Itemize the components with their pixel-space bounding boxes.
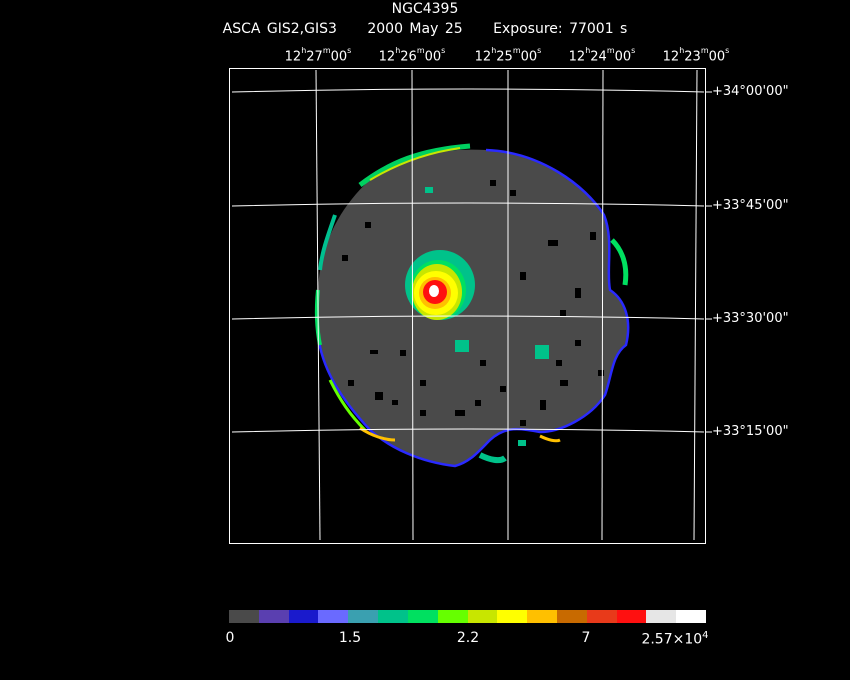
colorbar-swatch — [676, 610, 706, 623]
observation-date: 2000 May 25 — [367, 21, 463, 37]
ra-tick-label: 12h26m00s — [378, 46, 446, 65]
colorbar-swatch — [586, 610, 617, 623]
colorbar-swatch — [527, 610, 557, 623]
image-subtitle: ASCA GIS2,GIS3 2000 May 25 Exposure: 770… — [0, 21, 850, 37]
colorbar — [229, 610, 706, 623]
image-frame — [229, 68, 706, 544]
colorbar-swatch — [348, 610, 379, 623]
colorbar-label: 2.2 — [456, 630, 480, 646]
detector-rim — [316, 148, 630, 468]
coordinate-grid — [231, 69, 705, 541]
colorbar-label: 1.5 — [338, 630, 362, 646]
colorbar-swatch — [437, 610, 468, 623]
exposure-label: Exposure: 77001 s — [493, 21, 628, 37]
colorbar-swatch — [646, 610, 677, 623]
central-source — [405, 250, 475, 320]
dec-tick-label: +33°30'00" — [712, 311, 789, 326]
colorbar-swatch — [229, 610, 259, 623]
colorbar-label: 0 — [225, 630, 235, 646]
colorbar-swatch — [556, 610, 587, 623]
colorbar-swatch — [288, 610, 319, 623]
ra-tick-label: 12h23m00s — [662, 46, 730, 65]
colorbar-max-label: 2.57×104 — [641, 630, 709, 648]
colorbar-swatch — [407, 610, 438, 623]
colorbar-swatch — [258, 610, 289, 623]
colorbar-swatch — [467, 610, 498, 623]
colorbar-swatch — [378, 610, 408, 623]
ra-tick-label: 12h25m00s — [474, 46, 542, 65]
colorbar-swatch — [318, 610, 349, 623]
colorbar-swatch — [616, 610, 647, 623]
colorbar-swatch — [497, 610, 528, 623]
image-title: NGC4395 — [391, 1, 459, 17]
dec-tick-label: +33°45'00" — [712, 198, 789, 213]
dec-tick-label: +33°15'00" — [712, 424, 789, 439]
dec-tick-label: +34°00'00" — [712, 84, 789, 99]
instrument-label: ASCA GIS2,GIS3 — [222, 21, 337, 37]
detector-field — [317, 149, 629, 466]
ra-tick-label: 12h24m00s — [568, 46, 636, 65]
ra-tick-label: 12h27m00s — [284, 46, 352, 65]
colorbar-label: 7 — [581, 630, 591, 646]
